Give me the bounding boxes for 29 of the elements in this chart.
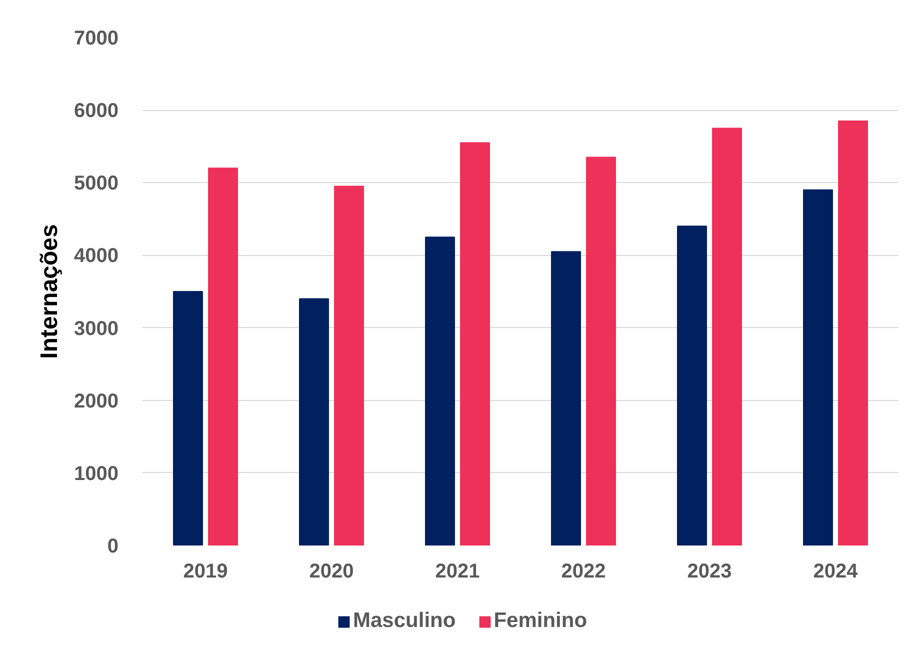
x-tick-label: 2023 — [687, 560, 732, 582]
y-tick-label: 1000 — [74, 462, 119, 485]
legend-label: Feminino — [494, 609, 588, 633]
bar — [676, 226, 707, 546]
y-tick-label: 4000 — [74, 245, 119, 268]
y-tick-label: 2000 — [74, 390, 119, 412]
y-axis-title: Internações — [36, 224, 64, 359]
y-tick-label: 3000 — [74, 318, 119, 340]
x-tick-label: 2019 — [183, 560, 228, 582]
x-tick-label: 2024 — [813, 560, 859, 582]
legend-label: Masculino — [353, 609, 456, 633]
bar — [550, 251, 581, 546]
bar — [172, 291, 203, 546]
y-tick-label: 7000 — [74, 28, 119, 50]
bar — [802, 189, 833, 546]
bar — [460, 142, 490, 546]
bar — [838, 120, 868, 546]
y-tick-label: 6000 — [74, 100, 119, 122]
bar — [298, 298, 329, 546]
bar — [586, 156, 616, 546]
x-tick-label: 2021 — [435, 560, 480, 582]
y-tick-label: 5000 — [74, 172, 119, 195]
bar — [208, 168, 238, 546]
x-tick-label: 2022 — [561, 560, 606, 582]
bar — [712, 128, 742, 546]
y-tick-label: 0 — [107, 536, 118, 558]
x-tick-label: 2020 — [309, 560, 354, 582]
bar — [424, 236, 455, 546]
bar — [334, 186, 364, 546]
